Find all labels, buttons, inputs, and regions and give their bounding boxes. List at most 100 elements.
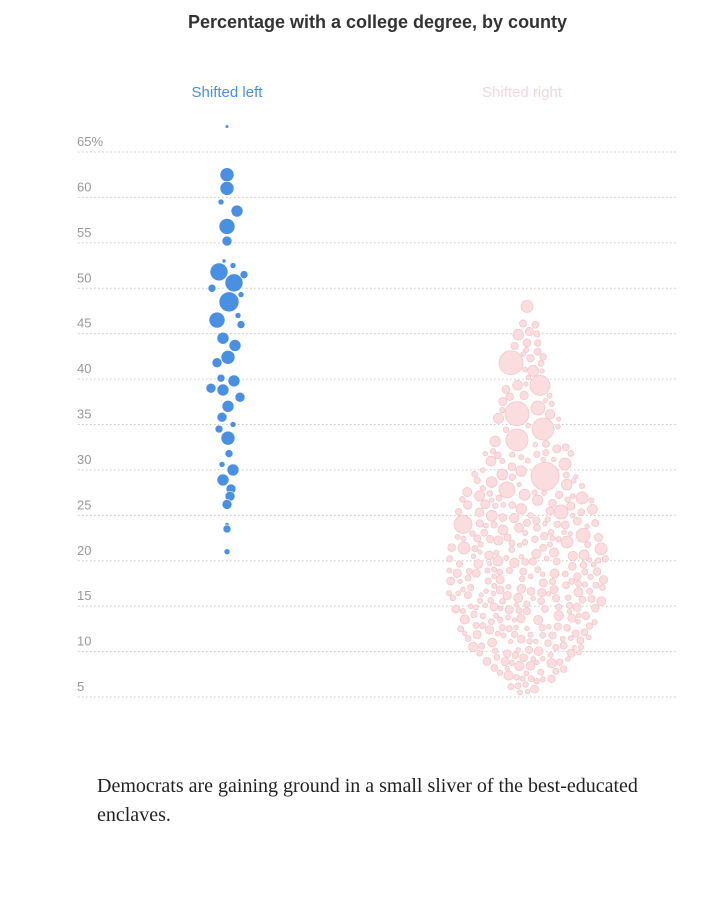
bubble-shifted-right (564, 496, 571, 503)
bubble-shifted-right (591, 604, 600, 613)
bubble-shifted-left (217, 198, 225, 206)
bubble-shifted-right (452, 568, 462, 578)
bubble-shifted-right (477, 541, 484, 548)
bubble-shifted-right (479, 622, 486, 629)
bubble-shifted-right (483, 588, 489, 594)
y-tick-label: 5 (77, 679, 84, 694)
bubble-shifted-right (512, 380, 523, 391)
bubble-shifted-right (491, 582, 498, 589)
bubble-shifted-right (515, 647, 521, 653)
bubble-shifted-right (566, 649, 576, 658)
bubble-shifted-right (486, 510, 498, 522)
bubble-shifted-right (549, 535, 556, 542)
bubble-shifted-right (451, 604, 461, 614)
bubble-shifted-right (531, 548, 542, 559)
bubble-shifted-right (560, 520, 570, 530)
bubble-shifted-right (522, 338, 532, 348)
bubble-shifted-right (502, 591, 512, 601)
bubble-shifted-right (507, 462, 517, 472)
bubble-shifted-right (516, 482, 522, 488)
bubble-shifted-right (533, 678, 540, 685)
bubble-shifted-right (505, 428, 529, 452)
bubble-shifted-right (566, 608, 573, 615)
bubble-shifted-left (226, 463, 240, 477)
bubble-shifted-left (216, 411, 228, 423)
bubble-shifted-right (540, 571, 546, 577)
bubble-shifted-right (503, 554, 510, 561)
bubble-shifted-right (486, 560, 493, 567)
legend-shifted-right: Shifted right (482, 84, 563, 101)
bubble-shifted-right (518, 454, 525, 461)
bubble-shifted-right (519, 319, 527, 328)
bubble-shifted-right (566, 602, 574, 609)
bubble-shifted-right (547, 674, 556, 683)
bubble-shifted-left (229, 262, 237, 269)
bubble-shifted-right (495, 585, 505, 595)
bubble-shifted-right (537, 597, 545, 605)
legend-shifted-left: Shifted left (192, 84, 264, 101)
bubble-shifted-right (460, 535, 467, 542)
bubble-shifted-right (577, 508, 586, 516)
bubble-shifted-right (489, 435, 501, 448)
bubble-shifted-right (515, 607, 523, 614)
bubble-shifted-right (582, 581, 588, 588)
bubble-shifted-right (564, 594, 572, 601)
bubble-shifted-right (555, 536, 562, 543)
bubble-shifted-right (524, 688, 531, 695)
bubble-shifted-right (544, 639, 552, 647)
bubble-shifted-right (487, 637, 497, 648)
bubble-shifted-right (587, 573, 594, 580)
bubble-shifted-right (525, 374, 532, 381)
bubble-shifted-right (493, 549, 500, 556)
bubble-shifted-right (528, 557, 537, 566)
bubble-shifted-right (518, 488, 531, 501)
bubble-shifted-right (533, 638, 539, 645)
bubble-shifted-right (559, 641, 568, 650)
bubble-shifted-right (505, 625, 513, 633)
bubble-shifted-right (513, 522, 524, 533)
bubble-shifted-right (581, 611, 590, 620)
bubble-shifted-right (533, 615, 544, 625)
bubble-shifted-right (524, 327, 534, 336)
bubble-shifted-right (480, 499, 491, 510)
bubble-shifted-right (552, 668, 560, 675)
bubble-shifted-right (482, 450, 489, 457)
bubble-shifted-right (559, 635, 566, 642)
bubble-shifted-right (541, 605, 549, 613)
bubble-shifted-right (459, 496, 466, 503)
y-tick-label: 35 (77, 407, 91, 422)
bubble-shifted-left (239, 270, 249, 279)
bubble-shifted-right (468, 641, 479, 652)
bubble-shifted-right (504, 605, 514, 615)
bubble-shifted-right (479, 612, 487, 620)
bubble-shifted-left (207, 283, 217, 293)
bubble-shifted-right (539, 543, 548, 552)
bubble-shifted-right (567, 550, 578, 561)
bubble-shifted-right (467, 584, 475, 592)
bubble-shifted-right (538, 578, 548, 588)
bubble-shifted-right (470, 610, 478, 619)
bubble-shifted-right (473, 477, 481, 484)
bubble-shifted-right (506, 567, 513, 574)
bubble-shifted-right (560, 535, 574, 549)
y-tick-label: 65% (77, 134, 103, 149)
bubble-shifted-right (515, 503, 527, 515)
bubble-shifted-right (493, 535, 504, 546)
bubble-shifted-right (494, 630, 501, 637)
bubble-shifted-right (508, 546, 515, 553)
bubble-shifted-right (533, 523, 541, 532)
caption: Democrats are gaining ground in a small … (97, 775, 638, 826)
bubble-shifted-left (219, 181, 235, 196)
bubble-shifted-right (511, 617, 517, 623)
bubble-shifted-right (545, 591, 552, 597)
bubble-shifted-left (214, 424, 224, 434)
bubble-shifted-right (519, 567, 528, 576)
bubble-shifted-left (221, 499, 233, 510)
bubble-shifted-left (227, 374, 241, 388)
bubble-shifted-right (568, 562, 577, 571)
bubble-shifted-right (548, 499, 557, 508)
bubble-shifted-right (571, 478, 577, 484)
bubble-shifted-right (556, 658, 564, 666)
bubble-shifted-right (553, 504, 569, 520)
bubble-shifted-right (534, 659, 540, 666)
